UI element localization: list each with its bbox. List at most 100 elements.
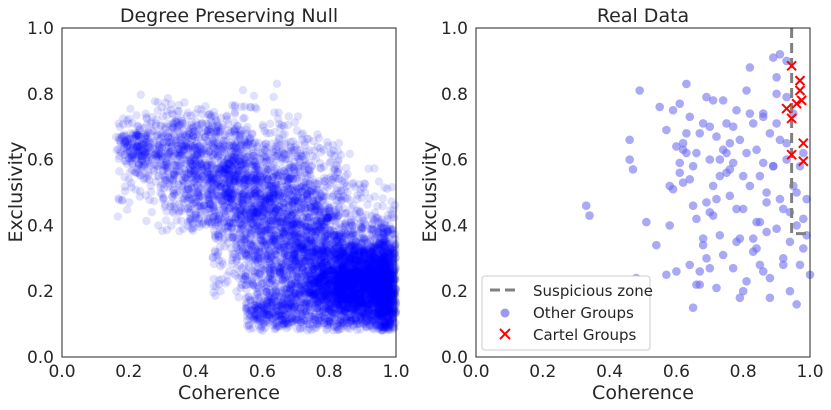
- null-point: [360, 265, 369, 275]
- left-chart-title: Degree Preserving Null: [120, 5, 338, 27]
- null-point: [371, 320, 380, 329]
- null-point: [303, 267, 313, 276]
- null-point: [365, 279, 374, 288]
- null-point: [373, 307, 383, 316]
- null-point: [360, 260, 369, 270]
- null-point: [343, 265, 352, 275]
- null-point: [363, 314, 372, 323]
- null-point: [346, 288, 356, 297]
- null-point: [335, 219, 344, 229]
- null-point: [374, 177, 384, 186]
- null-point: [366, 247, 376, 257]
- null-point: [374, 257, 383, 266]
- null-point: [374, 292, 384, 301]
- null-point: [284, 112, 293, 121]
- null-point: [360, 245, 369, 254]
- null-point: [319, 277, 328, 287]
- null-point: [310, 283, 320, 293]
- null-point: [324, 248, 333, 257]
- null-point: [344, 291, 353, 300]
- null-point: [323, 290, 332, 299]
- null-point: [307, 239, 316, 248]
- null-point: [313, 297, 322, 307]
- null-point: [383, 247, 393, 257]
- null-point: [350, 266, 359, 275]
- null-point: [355, 269, 365, 278]
- null-point: [249, 91, 259, 101]
- null-point: [312, 295, 322, 305]
- null-point: [384, 287, 393, 296]
- null-point: [357, 258, 367, 267]
- null-point: [353, 275, 362, 284]
- null-point: [347, 288, 356, 297]
- null-point: [353, 284, 363, 294]
- null-point: [347, 285, 356, 295]
- null-point: [295, 289, 305, 299]
- null-point: [374, 252, 384, 262]
- null-point: [370, 192, 380, 201]
- null-point: [334, 296, 343, 306]
- null-point: [315, 296, 324, 305]
- null-point: [349, 280, 358, 289]
- null-point: [312, 274, 321, 284]
- null-point: [341, 277, 350, 286]
- null-point: [375, 288, 384, 298]
- null-point: [344, 283, 353, 292]
- null-point: [380, 287, 389, 297]
- null-point: [343, 299, 353, 308]
- null-point: [326, 258, 336, 268]
- null-point: [294, 273, 303, 282]
- null-point: [296, 283, 306, 292]
- null-point: [355, 302, 365, 311]
- null-point: [344, 298, 353, 307]
- null-point: [345, 273, 354, 282]
- null-point: [351, 241, 360, 250]
- null-point: [305, 257, 315, 267]
- null-point: [113, 212, 123, 221]
- null-point: [381, 257, 390, 267]
- null-point: [342, 312, 351, 321]
- null-point: [374, 306, 384, 315]
- null-point: [339, 288, 348, 298]
- null-point: [349, 290, 358, 299]
- null-point: [348, 241, 357, 250]
- null-point: [342, 276, 352, 286]
- null-point: [305, 299, 314, 308]
- null-point: [384, 256, 394, 265]
- null-point: [320, 289, 329, 298]
- null-point: [347, 291, 357, 301]
- null-point: [318, 302, 328, 311]
- null-point: [356, 285, 366, 295]
- null-point: [353, 285, 362, 294]
- null-point: [383, 266, 392, 275]
- null-point: [318, 278, 327, 287]
- null-point: [369, 288, 378, 297]
- null-point: [373, 308, 382, 318]
- null-point: [361, 317, 370, 326]
- null-point: [358, 296, 368, 305]
- null-point: [387, 297, 396, 307]
- null-point: [351, 237, 360, 247]
- null-point: [365, 282, 375, 291]
- null-point: [327, 266, 336, 275]
- null-point: [370, 233, 380, 243]
- null-point: [307, 262, 316, 271]
- null-point: [238, 114, 248, 123]
- null-point: [247, 277, 257, 287]
- null-point: [354, 299, 364, 309]
- null-point: [354, 316, 363, 325]
- null-point: [350, 266, 359, 275]
- null-point: [335, 289, 345, 298]
- null-point: [364, 245, 373, 255]
- null-point: [330, 270, 340, 279]
- null-point: [243, 269, 253, 278]
- null-point: [326, 318, 335, 328]
- null-point: [296, 285, 305, 294]
- null-point: [332, 279, 341, 289]
- null-point: [325, 274, 334, 284]
- null-point: [354, 250, 364, 259]
- null-point: [339, 285, 348, 294]
- null-point: [359, 235, 368, 244]
- null-point: [362, 323, 372, 332]
- null-point: [264, 265, 273, 275]
